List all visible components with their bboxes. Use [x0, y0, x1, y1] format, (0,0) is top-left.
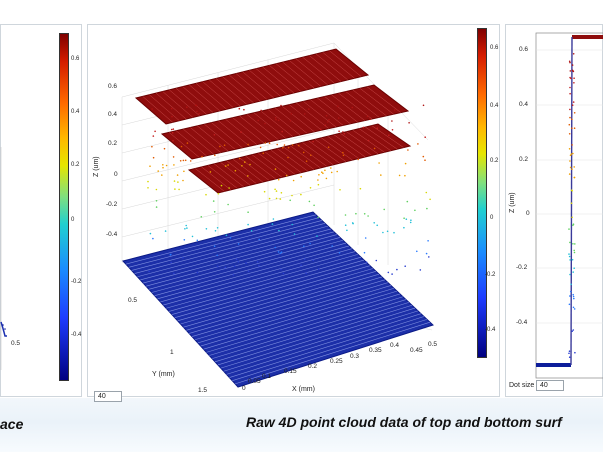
left-figure-caption: ace: [0, 416, 24, 432]
point-cloud-3d-panel: Z (um) 0.6 0.4 0.2 0 -0.2 -0.4 0.5 1 1.5…: [87, 24, 500, 402]
middle-colorbar-tick: -0.2: [485, 272, 496, 278]
step-edge: [570, 36, 573, 366]
middle-colorbar-tick: 0.2: [490, 158, 499, 164]
y-axis-label: Y (mm): [152, 371, 175, 378]
z-tick: 0.4: [108, 111, 118, 118]
middle-colorbar-tick: 0: [490, 215, 494, 221]
left-plot-canvas: [0, 147, 7, 370]
right-z-tick: -0.4: [516, 319, 528, 326]
step-scatter-points: [568, 53, 576, 359]
x-tick: 0: [242, 385, 246, 392]
z-tick: 0: [114, 171, 118, 178]
x-tick: 0.3: [350, 353, 360, 360]
bottom-surface-rows: [125, 214, 431, 385]
x-axis-label: X (mm): [292, 386, 315, 393]
profile-2d-plot: [535, 32, 603, 379]
slide-background-band: [0, 398, 603, 452]
middle-colorbar-tick: -0.4: [485, 327, 496, 333]
z-tick: -0.4: [106, 231, 118, 238]
middle-colorbar-tick: 0.6: [490, 45, 499, 51]
right-z-tick: 0.6: [519, 46, 529, 53]
left-colorbar: [59, 33, 69, 381]
x-tick: 0.35: [369, 347, 382, 354]
y-tick: 1.5: [198, 387, 208, 394]
dot-size-input[interactable]: 40: [94, 391, 122, 402]
dot-size-label: Dot size: [509, 382, 535, 389]
left-colorbar-tick: 0.6: [71, 56, 80, 62]
left-plot-panel: 0.6 0.4 0.2 0 -0.2 -0.4 0.5: [0, 24, 82, 397]
profile-2d-panel: Z (um) 0.6 0.4 0.2 0 -0.2 -0.4 Dot size …: [505, 24, 603, 397]
top-surface-rows: [142, 50, 404, 192]
z-axis-label: Z (um): [93, 156, 100, 177]
left-x-tick: 0.5: [11, 340, 21, 347]
x-tick: 0.5: [428, 341, 438, 348]
x-tick: 0.4: [390, 342, 400, 349]
x-tick: 0.05: [248, 378, 261, 385]
left-colorbar-tick: 0.4: [71, 109, 80, 115]
y-tick: 0.5: [128, 297, 138, 304]
main-figure-caption: Raw 4D point cloud data of top and botto…: [246, 414, 562, 430]
right-z-axis-label: Z (um): [509, 192, 516, 213]
left-colorbar-tick: 0.2: [71, 162, 80, 168]
z-tick: -0.2: [106, 201, 118, 208]
right-dot-size-input[interactable]: 40: [536, 380, 564, 391]
right-z-tick: 0.4: [519, 101, 529, 108]
left-colorbar-tick: -0.4: [71, 332, 82, 338]
right-z-tick: 0: [526, 210, 530, 217]
x-tick: 0.25: [330, 358, 343, 365]
x-tick: 0.45: [410, 347, 423, 354]
right-z-tick: -0.2: [516, 264, 528, 271]
y-tick: 1: [170, 349, 174, 356]
transition-scatter-points: [147, 104, 431, 276]
point-cloud-3d-plot: [121, 42, 434, 388]
left-colorbar-tick: 0: [71, 217, 75, 223]
z-tick: 0.2: [108, 140, 118, 147]
z-tick: 0.6: [108, 83, 118, 90]
right-z-tick: 0.2: [519, 156, 529, 163]
middle-colorbar: [477, 28, 487, 358]
middle-colorbar-tick: 0.4: [490, 103, 499, 109]
x-tick: 0.1: [262, 373, 272, 380]
left-colorbar-tick: -0.2: [71, 279, 82, 285]
x-tick: 0.15: [284, 368, 297, 375]
x-tick: 0.2: [308, 363, 318, 370]
